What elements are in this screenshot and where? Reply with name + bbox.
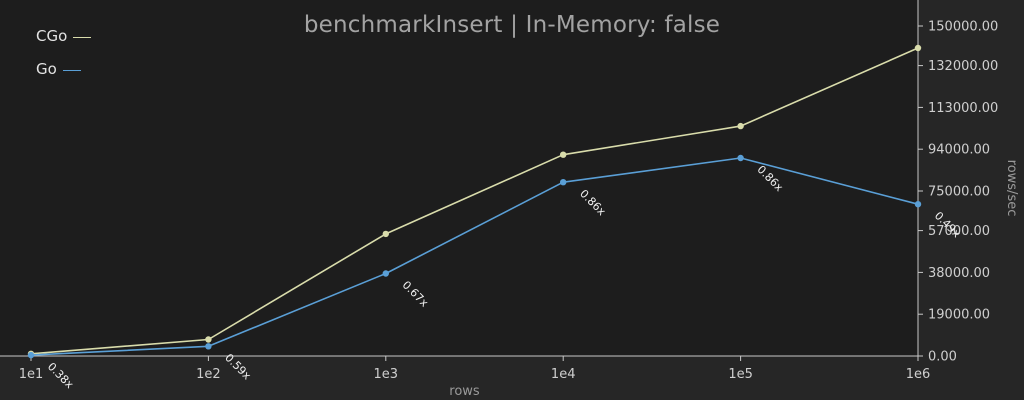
data-point-cgo[interactable] <box>914 44 922 52</box>
y-axis-label: rows/sec <box>1004 160 1019 217</box>
data-point-cgo[interactable] <box>205 336 212 343</box>
x-tick-label: 1e2 <box>196 367 221 382</box>
chart-title: benchmarkInsert | In-Memory: false <box>303 12 721 38</box>
y-tick-label: 0.00 <box>928 350 957 365</box>
legend: CGo Go <box>36 26 92 92</box>
legend-label-cgo: CGo <box>36 27 68 45</box>
plot-area <box>0 0 918 356</box>
data-point-go[interactable] <box>914 201 922 208</box>
series-line-cgo <box>30 47 919 355</box>
x-tick-label: 1e5 <box>728 367 753 382</box>
y-tick-label: 94000.00 <box>928 143 990 158</box>
x-tick-label: 1e3 <box>374 367 399 382</box>
data-point-go[interactable] <box>737 154 744 162</box>
y-tick-label: 19000.00 <box>928 308 990 323</box>
legend-label-go: Go <box>36 60 57 78</box>
x-axis-label: rows <box>449 384 480 399</box>
data-point-cgo[interactable] <box>560 151 567 158</box>
data-point-go[interactable] <box>205 343 212 350</box>
legend-swatch-go <box>62 69 81 71</box>
legend-item-cgo[interactable]: CGo <box>36 26 92 46</box>
legend-swatch-cgo <box>73 36 92 38</box>
y-tick-label: 113000.00 <box>928 101 998 116</box>
x-tick-label: 1e6 <box>906 367 931 382</box>
y-tick-label: 57000.00 <box>928 224 990 239</box>
legend-item-go[interactable]: Go <box>36 59 91 79</box>
y-tick-label: 132000.00 <box>928 59 998 74</box>
data-point-cgo[interactable] <box>737 122 744 130</box>
data-point-go[interactable] <box>27 351 35 359</box>
y-tick-label: 75000.00 <box>928 185 990 200</box>
y-tick-label: 38000.00 <box>928 266 990 281</box>
x-tick-label: 1e1 <box>19 367 44 382</box>
ratio-label: 0.38x <box>45 360 76 391</box>
series-line-go <box>30 157 919 356</box>
y-tick-label: 150000.00 <box>928 20 998 35</box>
data-point-cgo[interactable] <box>382 230 389 238</box>
data-point-go[interactable] <box>560 179 567 186</box>
data-point-go[interactable] <box>382 270 389 277</box>
x-tick-label: 1e4 <box>551 367 576 382</box>
